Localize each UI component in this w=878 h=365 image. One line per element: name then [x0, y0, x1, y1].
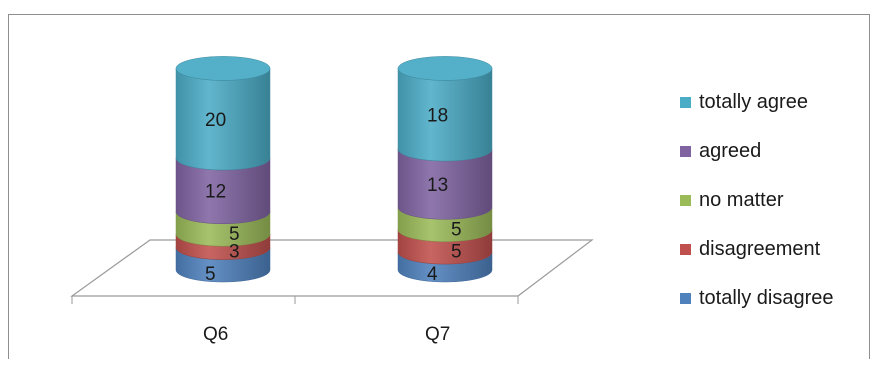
legend-item-no-matter: no matter: [680, 176, 834, 225]
category-label-q7: Q7: [425, 324, 450, 345]
data-label-q6-agreed: 12: [205, 181, 226, 202]
data-label-q7-totally-disagree: 4: [427, 264, 438, 285]
data-label-q7-agreed: 13: [427, 175, 448, 196]
data-label-q6-no-matter: 5: [229, 224, 240, 245]
legend-item-totally-disagree: totally disagree: [680, 274, 834, 323]
data-label-q7-disagreement: 5: [451, 242, 462, 263]
bar-top-cap-q7: [397, 56, 493, 81]
legend: totally agree agreed no matter disagreement…: [680, 78, 834, 323]
bar-top-cap-q6: [175, 56, 271, 81]
data-label-q7-totally-agree: 18: [427, 105, 448, 126]
category-axis: Q6 Q7: [203, 324, 450, 345]
legend-label: totally disagree: [699, 287, 834, 309]
data-label-q6-totally-disagree: 5: [205, 264, 216, 285]
legend-swatch: [680, 146, 691, 157]
data-label-q6-disagreement: 3: [229, 242, 240, 263]
category-label-q6: Q6: [203, 324, 228, 345]
data-label-q6-totally-agree: 20: [205, 110, 226, 131]
legend-label: no matter: [699, 189, 784, 211]
data-label-q7-no-matter: 5: [451, 219, 462, 240]
legend-item-agreed: agreed: [680, 127, 834, 176]
bars: [175, 56, 493, 283]
legend-swatch: [680, 293, 691, 304]
legend-swatch: [680, 244, 691, 255]
legend-label: agreed: [699, 140, 762, 162]
floor-plane: [70, 239, 594, 304]
legend-label: totally agree: [699, 91, 808, 113]
legend-swatch: [680, 195, 691, 206]
legend-item-totally-agree: totally agree: [680, 78, 834, 127]
legend-swatch: [680, 97, 691, 108]
legend-item-disagreement: disagreement: [680, 225, 834, 274]
legend-label: disagreement: [699, 238, 821, 260]
